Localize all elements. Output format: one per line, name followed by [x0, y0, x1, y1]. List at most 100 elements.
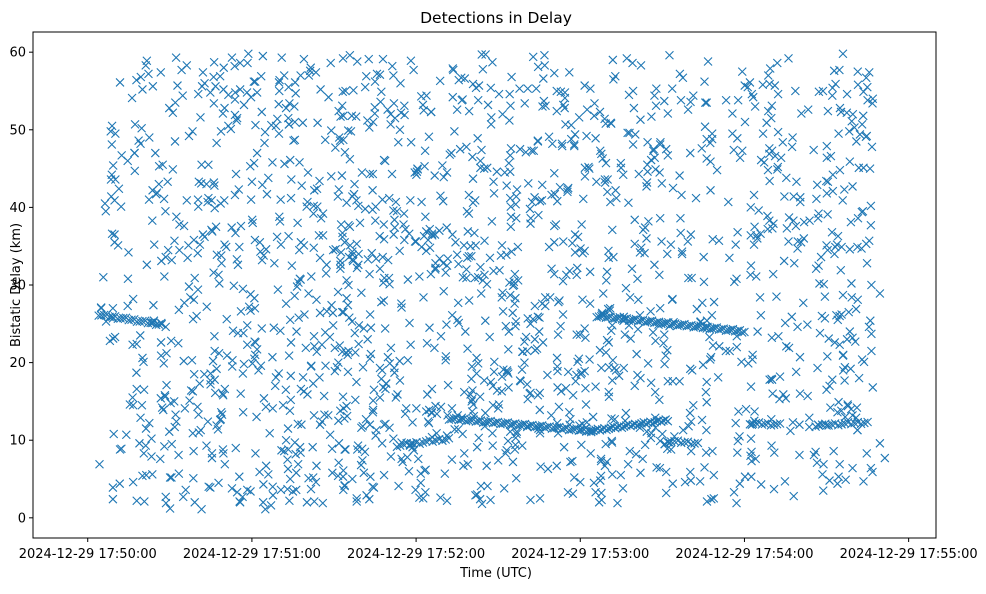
data-point-marker: [247, 177, 257, 187]
data-point-marker: [418, 438, 428, 447]
data-point-marker: [144, 69, 153, 79]
data-point-marker: [827, 227, 837, 237]
data-point-marker: [372, 69, 382, 79]
data-point-marker: [644, 216, 653, 226]
data-point-marker: [558, 237, 568, 246]
data-point-marker: [424, 132, 434, 142]
data-point-marker: [333, 471, 343, 481]
data-point-marker: [437, 161, 447, 170]
data-point-marker: [395, 246, 405, 256]
data-point-marker: [784, 343, 794, 353]
data-point-marker: [508, 419, 518, 429]
data-point-marker: [814, 209, 823, 218]
data-point-marker: [482, 163, 492, 173]
data-point-marker: [533, 390, 543, 400]
data-point-marker: [179, 356, 189, 366]
data-point-marker: [600, 461, 610, 471]
data-point-marker: [686, 446, 696, 456]
data-point-marker: [216, 414, 226, 424]
data-point-marker: [702, 397, 712, 407]
data-point-marker: [805, 216, 814, 225]
data-point-marker: [709, 297, 719, 307]
data-point-marker: [435, 254, 445, 264]
data-point-marker: [702, 497, 712, 506]
data-point-marker: [567, 456, 577, 466]
data-point-marker: [283, 464, 293, 474]
data-point-marker: [352, 57, 362, 66]
data-point-marker: [285, 474, 295, 484]
data-point-marker: [513, 242, 523, 252]
data-point-marker: [442, 223, 452, 232]
data-point-marker: [685, 408, 695, 418]
data-point-marker: [242, 485, 252, 495]
data-point-marker: [842, 89, 852, 99]
data-point-marker: [793, 322, 802, 332]
data-point-marker: [110, 332, 120, 342]
data-point-marker: [452, 105, 462, 114]
data-point-marker: [564, 407, 574, 417]
data-point-marker: [385, 423, 394, 433]
data-point-marker: [344, 220, 353, 230]
data-point-marker: [765, 64, 775, 73]
data-point-marker: [464, 190, 474, 200]
data-point-marker: [250, 77, 260, 87]
data-point-marker: [316, 85, 325, 94]
data-point-marker: [199, 369, 209, 379]
data-point-marker: [536, 462, 545, 471]
data-point-marker: [378, 54, 388, 64]
data-point-marker: [473, 95, 483, 105]
data-point-marker: [600, 178, 610, 187]
data-point-marker: [607, 438, 617, 447]
data-point-marker: [809, 145, 819, 155]
data-point-marker: [346, 126, 356, 136]
data-point-marker: [574, 354, 584, 364]
data-point-marker: [707, 310, 717, 320]
data-point-marker: [255, 467, 264, 477]
data-point-marker: [418, 100, 428, 110]
data-point-marker: [655, 463, 665, 473]
data-point-marker: [749, 190, 759, 200]
data-point-marker: [505, 193, 515, 203]
data-point-marker: [107, 312, 117, 322]
data-point-marker: [151, 189, 161, 199]
data-point-marker: [614, 371, 624, 381]
data-point-marker: [772, 58, 782, 68]
data-point-marker: [193, 202, 203, 212]
data-point-marker: [316, 213, 326, 223]
data-point-marker: [467, 394, 477, 404]
data-point-marker: [232, 487, 242, 497]
data-point-marker: [678, 425, 688, 435]
data-point-marker: [518, 420, 527, 429]
data-point-marker: [834, 397, 843, 407]
data-point-marker: [456, 415, 466, 424]
data-point-marker: [303, 168, 313, 177]
data-point-marker: [175, 245, 184, 255]
data-point-marker: [767, 333, 777, 343]
data-point-marker: [568, 489, 578, 499]
data-point-marker: [423, 417, 433, 426]
data-point-marker: [286, 175, 296, 184]
data-point-marker: [663, 416, 673, 426]
data-point-marker: [350, 395, 360, 405]
data-point-marker: [521, 147, 531, 157]
data-point-marker: [403, 355, 413, 365]
data-point-marker: [569, 141, 579, 151]
data-point-marker: [511, 293, 520, 303]
data-point-marker: [595, 476, 605, 485]
data-point-marker: [697, 144, 707, 153]
data-point-marker: [286, 193, 296, 203]
data-point-marker: [208, 356, 218, 366]
data-point-marker: [508, 308, 518, 318]
data-point-marker: [845, 327, 855, 336]
data-point-marker: [686, 97, 695, 107]
data-point-marker: [250, 235, 260, 245]
data-point-marker: [661, 467, 671, 477]
data-point-marker: [214, 478, 223, 488]
data-point-marker: [138, 85, 147, 94]
data-point-marker: [105, 336, 115, 346]
data-point-marker: [866, 220, 876, 230]
data-point-marker: [549, 269, 559, 279]
data-point-marker: [647, 112, 656, 121]
data-point-marker: [789, 216, 798, 225]
data-point-marker: [558, 276, 568, 286]
